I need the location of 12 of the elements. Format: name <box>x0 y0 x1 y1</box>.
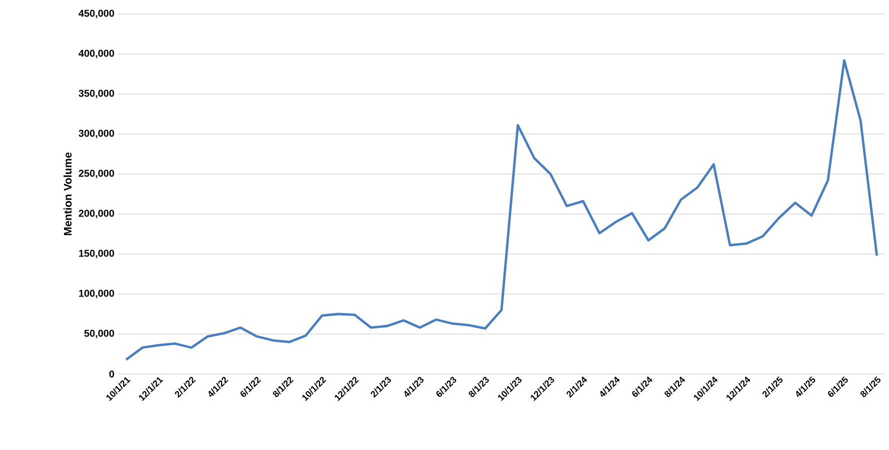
y-tick-label: 200,000 <box>78 210 114 218</box>
y-tick-label: 300,000 <box>78 130 114 138</box>
y-tick-label: 450,000 <box>78 10 114 18</box>
line-series <box>124 59 878 361</box>
y-axis-title: Mention Volume <box>64 152 72 236</box>
y-tick-label: 150,000 <box>79 250 114 258</box>
y-tick-label: 0 <box>109 370 114 378</box>
y-tick-label: 400,000 <box>78 50 114 58</box>
y-tick-label: 350,000 <box>78 90 114 98</box>
y-tick-label: 50,000 <box>84 330 114 338</box>
y-tick-label: 100,000 <box>79 290 114 298</box>
y-tick-label: 250,000 <box>78 170 114 178</box>
